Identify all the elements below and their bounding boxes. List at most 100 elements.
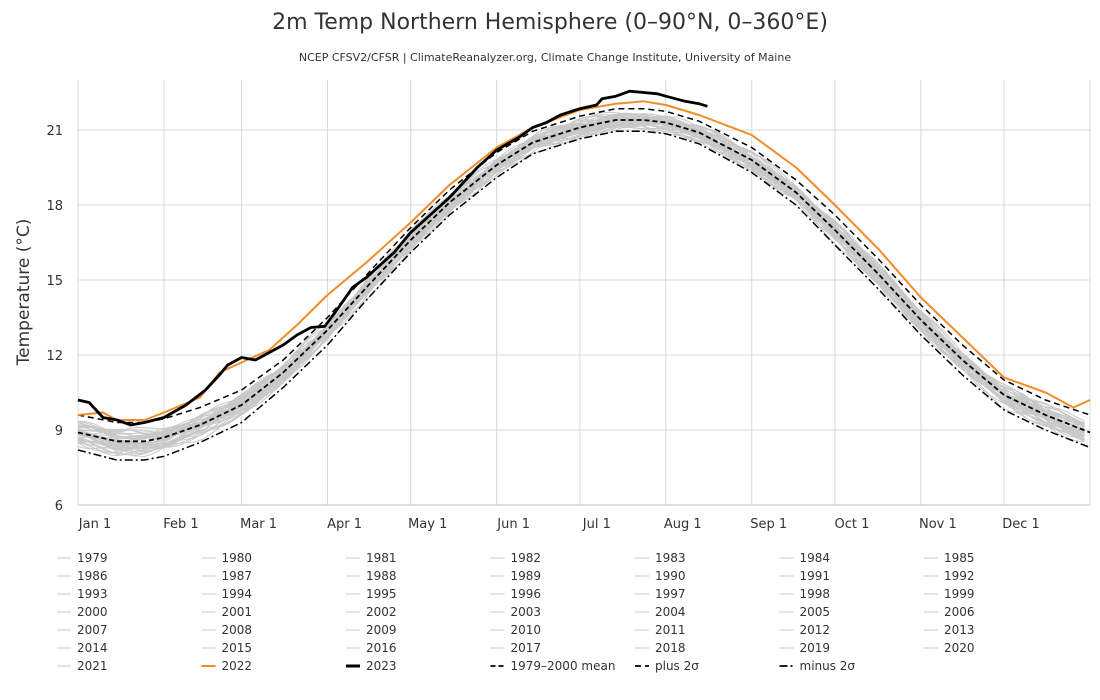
series-line-2000: [77, 118, 1085, 448]
legend-label: 2017: [511, 641, 542, 655]
legend-item-1983[interactable]: 1983: [635, 551, 686, 565]
series-line-2018: [77, 111, 1085, 433]
legend-item-1987[interactable]: 1987: [201, 569, 253, 583]
y-tick-label: 12: [46, 349, 63, 364]
series-line-2011: [77, 113, 1085, 438]
legend-item-plus-2-[interactable]: plus 2σ: [635, 659, 699, 673]
legend-label: 2005: [800, 605, 831, 619]
legend-item-1979[interactable]: 1979: [57, 551, 108, 565]
series-line-1985: [77, 120, 1085, 453]
legend-item-2009[interactable]: 2009: [346, 623, 397, 637]
legend-label: 2021: [77, 659, 108, 673]
legend-label: 2023: [366, 659, 397, 673]
series-line-1994: [77, 116, 1085, 447]
series-line-2004: [77, 113, 1085, 438]
legend-item-2006[interactable]: 2006: [924, 605, 975, 619]
legend-label: 2000: [77, 605, 108, 619]
legend-item-2012[interactable]: 2012: [779, 623, 831, 637]
series-line-2013: [77, 115, 1085, 438]
legend-item-2002[interactable]: 2002: [346, 605, 397, 619]
legend-item-2022[interactable]: 2022: [201, 659, 253, 673]
legend-label: 2013: [944, 623, 975, 637]
series-line-2019: [77, 115, 1085, 436]
legend-item-1984[interactable]: 1984: [779, 551, 831, 565]
series-line-2007: [77, 118, 1085, 447]
legend-item-1989[interactable]: 1989: [490, 569, 542, 583]
series-line-1979-2000-mean: [77, 119, 1091, 443]
legend-item-2016[interactable]: 2016: [346, 641, 397, 655]
legend-item-2001[interactable]: 2001: [201, 605, 253, 619]
legend-item-2019[interactable]: 2019: [779, 641, 831, 655]
legend-label: 1979: [77, 551, 108, 565]
legend-label: 2001: [222, 605, 253, 619]
x-tick-label: Apr 1: [327, 517, 362, 532]
series-line-2003: [77, 115, 1085, 444]
legend-item-1980[interactable]: 1980: [201, 551, 253, 565]
series-line-1992: [77, 119, 1085, 449]
legend-item-2021[interactable]: 2021: [57, 659, 108, 673]
legend-item-1998[interactable]: 1998: [779, 587, 831, 601]
legend-item-1995[interactable]: 1995: [346, 587, 397, 601]
series-line-2005: [77, 113, 1085, 440]
legend-item-2010[interactable]: 2010: [490, 623, 542, 637]
x-tick-label: Oct 1: [834, 517, 869, 532]
x-tick-label: Jul 1: [582, 517, 611, 532]
legend-label: 1985: [944, 551, 975, 565]
series-line-1990: [77, 117, 1085, 448]
highlight-series-group: [77, 89, 1091, 427]
x-tick-label: Sep 1: [750, 517, 787, 532]
y-tick-label: 18: [46, 199, 63, 214]
legend-item-1997[interactable]: 1997: [635, 587, 686, 601]
x-tick-label: Jan 1: [78, 517, 111, 532]
x-tick-label: Mar 1: [240, 517, 277, 532]
legend-item-1982[interactable]: 1982: [490, 551, 542, 565]
legend-item-1990[interactable]: 1990: [635, 569, 686, 583]
legend-label: 1998: [800, 587, 831, 601]
y-tick-label: 21: [46, 124, 63, 139]
legend-item-2011[interactable]: 2011: [635, 623, 686, 637]
legend-label: 1986: [77, 569, 108, 583]
legend-label: 2002: [366, 605, 397, 619]
legend-label: 2007: [77, 623, 108, 637]
legend-item-1996[interactable]: 1996: [490, 587, 542, 601]
series-line-2001: [77, 116, 1085, 446]
legend-item-2015[interactable]: 2015: [201, 641, 253, 655]
legend-label: 1982: [511, 551, 542, 565]
legend-item-2017[interactable]: 2017: [490, 641, 542, 655]
legend-item-2003[interactable]: 2003: [490, 605, 542, 619]
grid-lines: [77, 80, 1091, 506]
series-line-2020: [77, 115, 1085, 436]
legend-item-2013[interactable]: 2013: [924, 623, 975, 637]
legend-item-2014[interactable]: 2014: [57, 641, 108, 655]
legend-item-2020[interactable]: 2020: [924, 641, 975, 655]
series-line-1993: [77, 122, 1085, 447]
legend-item-1999[interactable]: 1999: [924, 587, 975, 601]
y-axis-label: Temperature (°C): [14, 219, 34, 367]
legend-label: 2003: [511, 605, 542, 619]
legend-item-2004[interactable]: 2004: [635, 605, 686, 619]
legend-item-1979-2000-mean[interactable]: 1979–2000 mean: [490, 659, 616, 673]
legend-label: 1992: [944, 569, 975, 583]
series-line-1991: [77, 121, 1085, 450]
legend-label: 1995: [366, 587, 397, 601]
legend-item-2000[interactable]: 2000: [57, 605, 108, 619]
legend-label: 1999: [944, 587, 975, 601]
x-tick-label: Aug 1: [664, 517, 702, 532]
legend-item-2018[interactable]: 2018: [635, 641, 686, 655]
legend-item-minus-2-[interactable]: minus 2σ: [779, 659, 856, 673]
legend-item-1992[interactable]: 1992: [924, 569, 975, 583]
series-line-2015: [77, 114, 1085, 434]
legend-item-1986[interactable]: 1986: [57, 569, 108, 583]
legend-item-1991[interactable]: 1991: [779, 569, 831, 583]
legend-item-2023[interactable]: 2023: [346, 659, 397, 673]
reference-series-group: [77, 107, 1091, 461]
legend-item-1994[interactable]: 1994: [201, 587, 253, 601]
legend-item-1988[interactable]: 1988: [346, 569, 397, 583]
legend-item-2005[interactable]: 2005: [779, 605, 831, 619]
legend-item-2008[interactable]: 2008: [201, 623, 253, 637]
legend-item-2007[interactable]: 2007: [57, 623, 108, 637]
legend-item-1985[interactable]: 1985: [924, 551, 975, 565]
legend-item-1981[interactable]: 1981: [346, 551, 397, 565]
legend-label: 2015: [222, 641, 253, 655]
legend-item-1993[interactable]: 1993: [57, 587, 108, 601]
